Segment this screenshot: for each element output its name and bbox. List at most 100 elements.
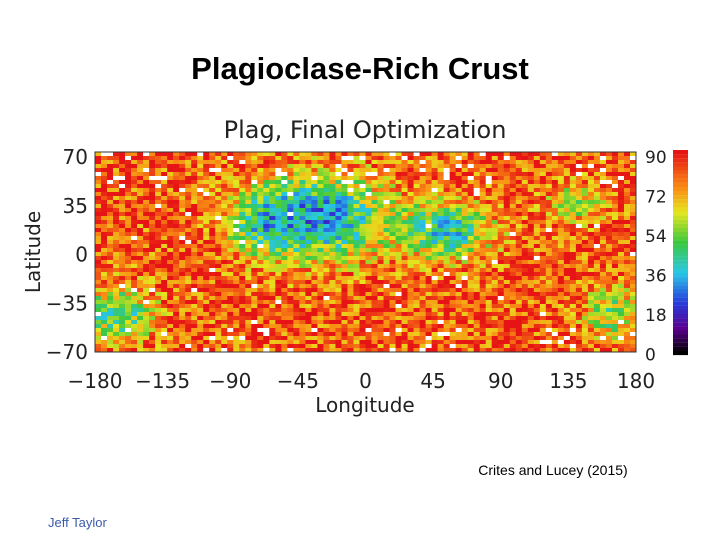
map-cell <box>341 320 348 325</box>
map-cell <box>323 324 330 329</box>
map-cell <box>155 160 162 165</box>
map-cell <box>515 216 523 221</box>
map-cell <box>623 340 631 345</box>
map-cell <box>365 288 372 293</box>
map-cell <box>329 236 336 241</box>
map-cell <box>269 248 276 253</box>
map-cell <box>275 216 282 221</box>
map-cell <box>131 280 138 285</box>
map-cell <box>485 236 493 241</box>
map-cell <box>233 168 240 173</box>
map-cell <box>497 168 505 173</box>
map-cell <box>311 220 318 225</box>
map-cell <box>587 204 595 209</box>
map-cell <box>107 152 114 157</box>
map-cell <box>575 264 583 269</box>
map-cell <box>365 304 372 309</box>
map-cell <box>473 212 481 217</box>
map-cell <box>113 188 120 193</box>
map-cell <box>137 168 144 173</box>
map-cell <box>581 332 589 337</box>
map-cell <box>395 152 402 157</box>
map-cell <box>437 328 444 333</box>
map-cell <box>461 192 468 197</box>
map-cell <box>227 320 234 325</box>
map-cell <box>143 160 150 165</box>
map-cell <box>119 308 126 313</box>
map-cell <box>611 232 619 237</box>
map-cell <box>521 180 529 185</box>
map-cell <box>521 244 529 249</box>
map-cell <box>401 320 408 325</box>
map-cell <box>185 276 192 281</box>
map-cell <box>161 260 168 265</box>
map-cell <box>389 252 396 257</box>
map-cell <box>275 232 282 237</box>
map-cell <box>425 164 432 169</box>
map-cell <box>539 316 547 321</box>
map-cell <box>353 208 360 213</box>
map-cell <box>611 260 619 265</box>
colorbar-cell <box>673 334 688 339</box>
map-cell <box>185 200 192 205</box>
map-cell <box>305 156 312 161</box>
map-cell <box>413 320 420 325</box>
map-cell <box>479 232 487 237</box>
map-cell <box>107 256 114 261</box>
map-cell <box>101 156 108 161</box>
map-cell <box>527 208 535 213</box>
map-cell <box>377 280 384 285</box>
map-cell <box>413 280 420 285</box>
map-cell <box>557 208 565 213</box>
map-cell <box>593 300 601 305</box>
map-cell <box>335 348 342 353</box>
map-cell <box>545 224 553 229</box>
map-cell <box>401 336 408 341</box>
map-cell <box>617 252 625 257</box>
map-cell <box>389 348 396 353</box>
map-cell <box>611 280 619 285</box>
map-cell <box>545 264 553 269</box>
map-cell <box>533 260 541 265</box>
map-cell <box>401 348 408 353</box>
map-cell <box>593 328 601 333</box>
map-cell <box>431 200 438 205</box>
map-cell <box>419 168 426 173</box>
map-cell <box>119 212 126 217</box>
map-cell <box>413 164 420 169</box>
map-cell <box>185 232 192 237</box>
map-cell <box>389 260 396 265</box>
map-cell <box>137 220 144 225</box>
map-cell <box>245 292 252 297</box>
map-cell <box>599 152 607 157</box>
map-cell <box>167 304 174 309</box>
map-cell <box>377 164 384 169</box>
map-cell <box>461 264 468 269</box>
map-cell <box>431 192 438 197</box>
map-cell <box>437 216 444 221</box>
map-cell <box>239 208 246 213</box>
map-cell <box>365 212 372 217</box>
map-cell <box>401 300 408 305</box>
map-cell <box>311 260 318 265</box>
map-cell <box>119 184 126 189</box>
map-cell <box>491 200 499 205</box>
map-cell <box>149 180 156 185</box>
map-cell <box>413 180 420 185</box>
map-cell <box>257 308 264 313</box>
map-cell <box>533 336 541 341</box>
map-cell <box>137 300 144 305</box>
map-cell <box>137 224 144 229</box>
map-cell <box>101 184 108 189</box>
map-cell <box>527 336 535 341</box>
map-cell <box>581 244 589 249</box>
map-cell <box>551 248 559 253</box>
map-cell <box>473 168 481 173</box>
map-cell <box>563 224 571 229</box>
map-cell <box>395 184 402 189</box>
map-cell <box>461 180 468 185</box>
map-cell <box>305 256 312 261</box>
map-cell <box>173 288 180 293</box>
x-tick-label: 45 <box>420 369 445 393</box>
map-cell <box>521 164 529 169</box>
